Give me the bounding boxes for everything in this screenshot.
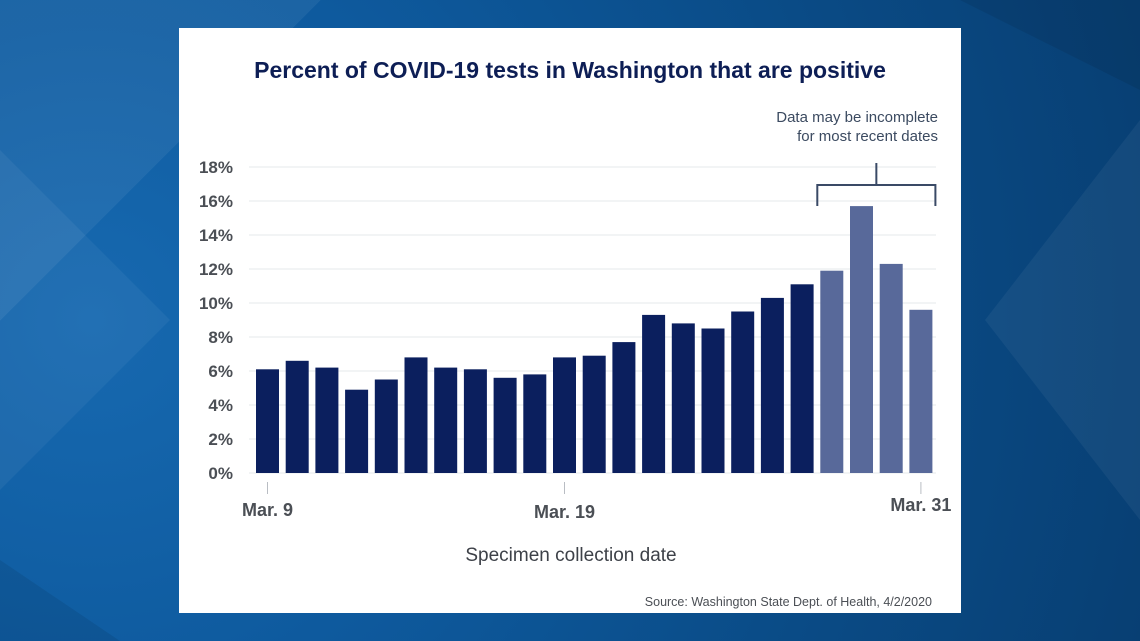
bar [582, 355, 606, 473]
y-tick-label: 8% [208, 328, 233, 347]
annotation-line-2: for most recent dates [797, 128, 938, 145]
chart-card: Percent of COVID-19 tests in Washington … [179, 28, 961, 613]
bar [850, 206, 873, 473]
y-tick-label: 16% [199, 192, 233, 211]
bar [434, 367, 458, 473]
bracket-line [816, 163, 937, 206]
bar [285, 360, 309, 473]
bar [374, 379, 398, 473]
y-tick-label: 6% [208, 362, 233, 381]
y-tick-label: 0% [208, 464, 233, 483]
bar [731, 311, 755, 473]
incomplete-data-bracket [816, 163, 937, 206]
bar [790, 284, 814, 473]
y-tick-label: 2% [208, 430, 233, 449]
bar [671, 323, 695, 473]
x-axis: Mar. 9 Mar. 19 Mar. 31 [242, 482, 951, 522]
chart: Percent of COVID-19 tests in Washington … [199, 57, 951, 609]
x-axis-label: Specimen collection date [465, 545, 676, 566]
bar [256, 369, 279, 473]
x-tick-label: Mar. 9 [242, 500, 293, 520]
bar [404, 357, 428, 473]
bar [701, 328, 725, 473]
chart-title: Percent of COVID-19 tests in Washington … [254, 57, 886, 83]
bar [909, 309, 933, 473]
x-tick-label: Mar. 19 [534, 502, 595, 522]
y-tick-label: 10% [199, 294, 233, 313]
bar [760, 297, 784, 473]
bar [553, 357, 576, 473]
bars [256, 206, 933, 473]
bar [612, 342, 636, 473]
source-note: Source: Washington State Dept. of Health… [645, 595, 932, 609]
bar [345, 389, 369, 473]
bar [463, 369, 487, 473]
y-tick-label: 4% [208, 396, 233, 415]
y-tick-label: 14% [199, 226, 233, 245]
y-tick-label: 18% [199, 158, 233, 177]
bar [879, 263, 903, 473]
bar [523, 374, 547, 473]
bar [315, 367, 339, 473]
x-tick-label: Mar. 31 [890, 495, 951, 515]
y-axis: 0% 2% 4% 6% 8% 10% 12% 14% 16% 18% [199, 158, 233, 483]
y-tick-label: 12% [199, 260, 233, 279]
bar [642, 314, 666, 473]
bar [493, 377, 517, 473]
annotation-line-1: Data may be incomplete [776, 109, 938, 126]
bar [820, 270, 844, 473]
